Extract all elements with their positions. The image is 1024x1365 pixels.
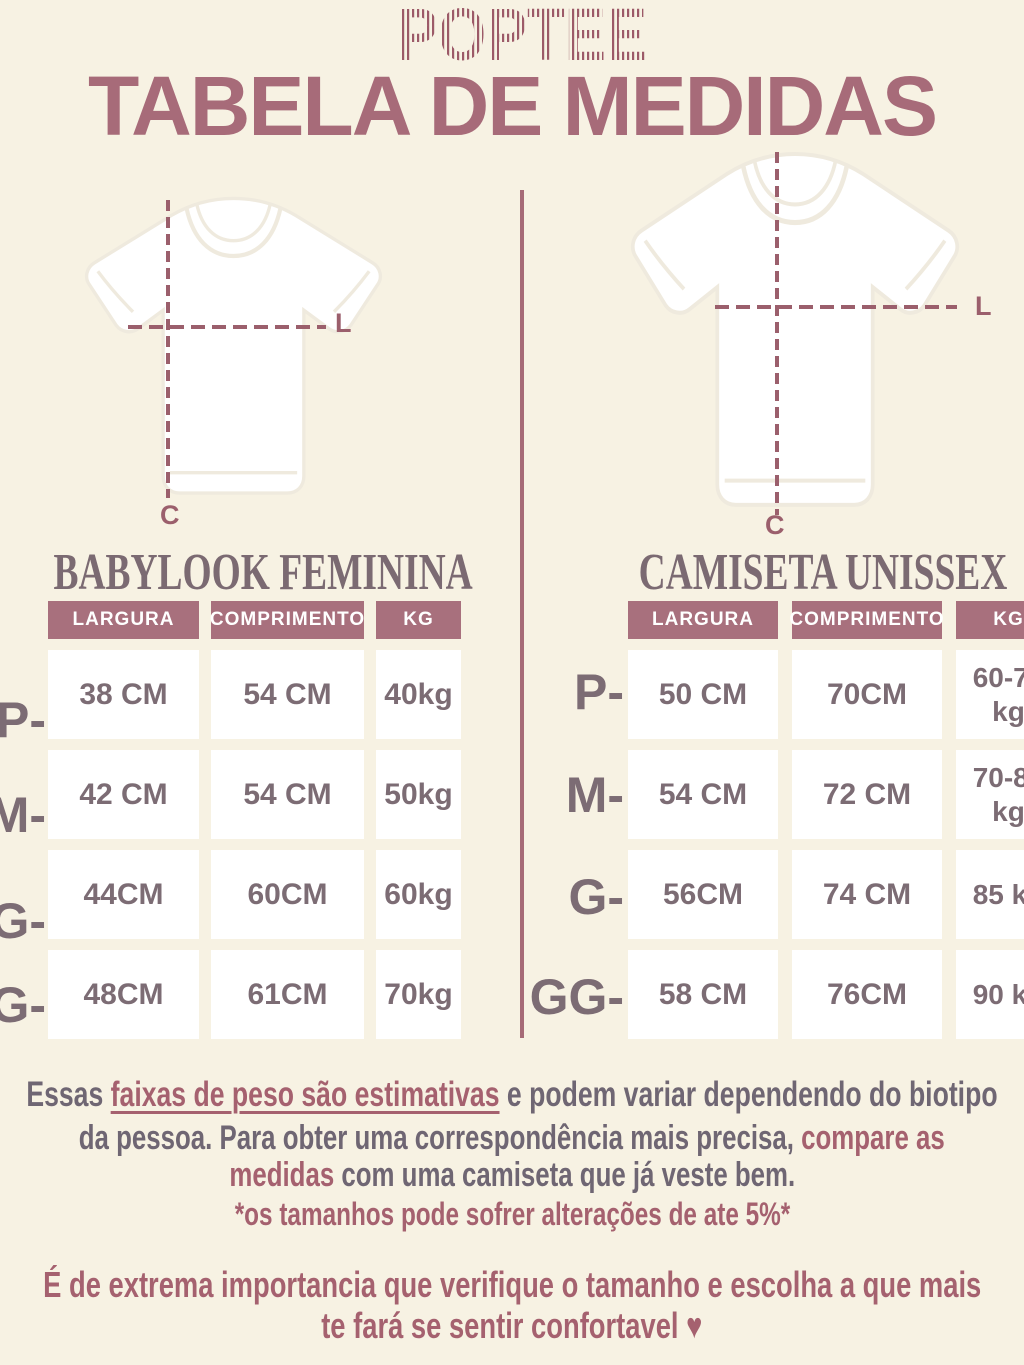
notes-line2-pre: da pessoa. Para obter uma correspondênci…	[78, 1119, 802, 1157]
table-cell: 38 CM	[48, 650, 199, 739]
size-label-gg-right: GG-	[529, 969, 624, 1025]
table-cell: 61CM	[211, 950, 364, 1039]
table-cell: 60CM	[211, 850, 364, 939]
notes-line6-text: te fará se sentir confortavel	[321, 1305, 687, 1346]
table-cell: 40kg	[376, 650, 461, 739]
table-cell: 44CM	[48, 850, 199, 939]
table-cell: 54 CM	[211, 750, 364, 839]
babylook-size-table: LARGURA COMPRIMENTO KG 38 CM 54 CM 40kg …	[48, 601, 461, 1039]
notes-line2-emphasis: compare as	[801, 1119, 946, 1157]
width-label-left: L	[335, 308, 352, 338]
notes-line-5: É de extrema importancia que verifique o…	[0, 1263, 1024, 1306]
tshirt-cuff-left	[96, 270, 135, 314]
table-cell: 60-70 kg	[956, 650, 1024, 739]
tshirt-graphic-babylook	[84, 196, 383, 495]
notes-line5-text: É de extrema importancia que verifique o…	[42, 1264, 982, 1305]
tshirt-body	[630, 152, 960, 507]
length-measure-line-left	[166, 200, 170, 498]
length-label-right: C	[765, 510, 785, 540]
tshirt-collar-outer	[184, 208, 283, 259]
notes-line1-emphasis: faixas de peso são estimativas	[110, 1075, 500, 1114]
tshirt-collar-inner	[752, 159, 838, 207]
tshirt-collar-outer	[740, 165, 850, 226]
tshirt-collar-inner	[195, 203, 272, 243]
notes-line1-pre: Essas	[26, 1075, 111, 1114]
size-label-g-left: G-	[0, 893, 46, 949]
table-cell: 48CM	[48, 950, 199, 1039]
column-header-largura: LARGURA	[48, 601, 199, 639]
tshirt-body	[84, 196, 383, 495]
tshirt-graphic-unissex	[630, 152, 960, 507]
width-measure-line-right	[715, 305, 957, 309]
table-cell: 70kg	[376, 950, 461, 1039]
unissex-size-table: LARGURA COMPRIMENTO KG 50 CM 70CM 60-70 …	[628, 601, 1024, 1039]
heart-icon: ♥	[686, 1305, 703, 1346]
length-label-left: C	[160, 500, 180, 530]
notes-line4-text: *os tamanhos pode sofrer alterações de a…	[234, 1196, 790, 1232]
column-header-comprimento: COMPRIMENTO	[789, 601, 944, 639]
notes-line-6: te fará se sentir confortavel ♥	[0, 1304, 1024, 1347]
column-header-largura: LARGURA	[628, 601, 778, 639]
notes-line1-post: e podem variar dependendo do biotipo	[499, 1075, 998, 1114]
section-heading-unissex-text: CAMISETA UNISSEX	[638, 544, 1008, 601]
column-header-kg: KG	[376, 601, 461, 639]
size-label-m-right: M-	[565, 767, 624, 823]
column-header-kg: KG	[956, 601, 1024, 639]
column-divider	[520, 190, 524, 1038]
table-cell: 54 CM	[211, 650, 364, 739]
brand-logo-text: POPTEE	[397, 2, 647, 68]
length-measure-line-right	[775, 152, 779, 515]
notes-line-1: Essas faixas de peso são estimativas e p…	[0, 1074, 1024, 1116]
brand-logo: POPTEE	[397, 2, 647, 68]
notes-line-4: *os tamanhos pode sofrer alterações de a…	[0, 1195, 1024, 1233]
table-cell: 50 CM	[628, 650, 778, 739]
size-label-p-right: P-	[574, 664, 624, 720]
table-cell: 58 CM	[628, 950, 778, 1039]
size-label-m-left: M-	[0, 787, 46, 843]
table-cell: 56CM	[628, 850, 778, 939]
size-label-p-left: P-	[0, 692, 46, 748]
section-heading-unissex: CAMISETA UNISSEX	[543, 542, 1024, 604]
table-cell: 74 CM	[792, 850, 942, 939]
section-heading-babylook-text: BABYLOOK FEMININA	[53, 544, 473, 601]
table-cell: 70-80 kg	[956, 750, 1024, 839]
notes-line-3: medidas com uma camiseta que já veste be…	[0, 1155, 1024, 1196]
notes-line3-post: com uma camiseta que já veste bem.	[333, 1156, 795, 1194]
table-cell: 42 CM	[48, 750, 199, 839]
page-title: TABELA DE MEDIDAS	[88, 59, 938, 153]
column-header-comprimento: COMPRIMENTO	[210, 601, 364, 639]
tshirt-cuff-right	[332, 270, 371, 314]
tshirt-cuff-right	[904, 239, 947, 291]
table-cell: 90 kg	[956, 950, 1024, 1039]
table-cell: 76CM	[792, 950, 942, 1039]
table-cell: 50kg	[376, 750, 461, 839]
tshirt-cuff-left	[643, 239, 686, 291]
notes-line3-emphasis: medidas	[229, 1156, 334, 1194]
width-measure-line-left	[128, 325, 326, 329]
width-label-right: L	[975, 291, 992, 321]
table-cell: 54 CM	[628, 750, 778, 839]
section-heading-babylook: BABYLOOK FEMININA	[0, 542, 532, 604]
table-cell: 72 CM	[792, 750, 942, 839]
size-label-gg-left: GG-	[0, 977, 46, 1033]
table-cell: 60kg	[376, 850, 461, 939]
size-label-g-right: G-	[568, 869, 624, 925]
table-cell: 85 kg	[956, 850, 1024, 939]
table-cell: 70CM	[792, 650, 942, 739]
notes-line-2: da pessoa. Para obter uma correspondênci…	[0, 1118, 1024, 1159]
